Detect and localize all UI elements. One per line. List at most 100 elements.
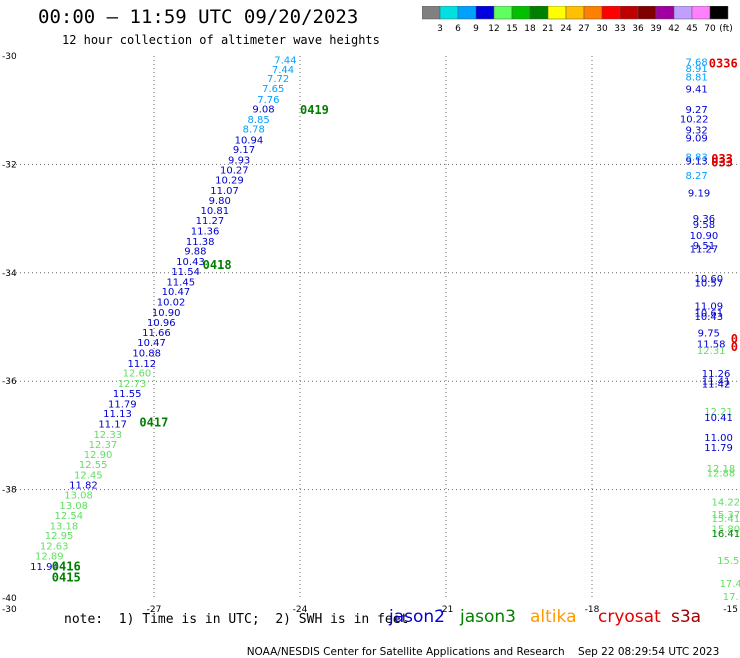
wave-height-point: 9.17 [233,145,255,156]
y-tick-label: -30 [2,52,17,62]
colorbar-tick-label: 42 [668,24,679,34]
wave-height-point: 11.79 [108,399,137,410]
wave-height-point: 12.63 [40,541,69,552]
wave-height-point: 11.42 [702,379,731,390]
y-tick-label: -40 [2,594,17,604]
colorbar-swatch [709,6,729,20]
y-tick-label: -34 [2,269,17,279]
wave-height-point: 12.54 [55,511,84,522]
wave-height-point: 10.47 [137,338,166,349]
wave-height-point: 10.57 [694,279,723,290]
chart-subtitle: 12 hour collection of altimeter wave hei… [62,33,380,47]
wave-height-point: 13.18 [50,521,79,532]
pass-number-label: 0419 [300,103,329,117]
wave-height-point: 9.19 [688,189,710,200]
x-tick-label: -24 [293,605,308,615]
x-tick-label: -15 [723,605,738,615]
wave-height-point: 12.95 [45,531,74,542]
wave-height-point: 15.80 [712,525,740,536]
wave-height-point: 8.27 [686,171,708,182]
wave-height-point: 12.18 [707,464,736,475]
wave-height-point: 8.85 [248,115,270,126]
wave-height-point: 10.27 [220,165,249,176]
pass-number-label: 0417 [139,415,168,429]
colorbar-tick-label: 39 [650,24,662,34]
wave-height-point: 9.88 [184,247,206,258]
wave-height-point: 12.60 [123,369,152,380]
colorbar-tick-label: 24 [560,24,572,34]
wave-height-point: 9.09 [686,133,708,144]
wave-height-point: 10.90 [690,231,719,242]
wave-height-point: 10.60 [694,274,723,285]
wave-height-point: 9.75 [698,328,720,339]
wave-height-point: 8.91 [686,64,708,75]
wave-height-point: 11.58 [697,339,726,350]
wave-height-point: 9.41 [686,85,708,96]
wave-height-point: 11.07 [210,186,239,197]
wave-height-point: 12.88 [707,468,736,479]
wave-height-point: 11.00 [704,433,733,444]
colorbar-tick-label: 27 [578,24,589,34]
colorbar-tick-label: 36 [632,24,644,34]
wave-height-point: 9.08 [252,105,274,116]
wave-height-point: 12.37 [89,440,118,451]
legend-jason3: jason3 [460,607,516,627]
wave-height-point: 12.73 [118,379,147,390]
pass-number-label: 0416 [52,559,81,573]
pass-number-label: 0 [731,340,738,354]
wave-height-point: 15.37 [712,510,740,521]
wave-height-point: 7.72 [267,74,289,85]
wave-height-point: 11.45 [166,277,195,288]
wave-height-point: 10.29 [215,176,244,187]
wave-height-point: 11.17 [98,419,127,430]
pass-number-label: 0 [731,332,738,346]
legend-altika: altika [530,607,577,627]
wave-height-point: 7.65 [262,84,284,95]
pass-number-label: 0336 [709,57,738,71]
wave-height-point: 9.13 [686,157,708,168]
wave-height-point: 17.4 [720,579,740,590]
wave-height-point: 12.33 [93,430,122,441]
wave-height-point: 9.58 [693,220,715,231]
wave-height-point: 10.41 [704,413,733,424]
wave-height-point: 7.44 [274,55,296,66]
wave-height-point: 10.43 [176,257,205,268]
wave-height-point: 11.26 [702,369,731,380]
wave-height-point: 10.02 [157,298,186,309]
wave-height-point: 11.12 [128,359,157,370]
wave-height-point: 10.88 [132,348,161,359]
chart-title: 00:00 — 11:59 UTC 09/20/2023 [38,6,359,28]
legend-s3a: s3a [671,607,702,627]
wave-height-point: 11.82 [69,481,98,492]
legend-jason2: jason2 [389,607,445,627]
wave-height-point: 12.21 [704,407,733,418]
colorbar-tick-label: 9 [473,24,479,34]
color-scale: 3 6 9 12 15 18 21 24 27 30 33 36 39 42 45 70 (ft) [422,6,733,34]
wave-height-point: 12.45 [74,470,103,481]
pass-number-label: 033 [711,156,733,170]
wave-height-point: 8.81 [686,73,708,84]
wave-height-point: 8.78 [243,125,265,136]
footnote: note: 1) Time is in UTC; 2) SWH is in fe… [64,612,409,627]
colorbar-tick-label: 12 [488,24,499,34]
credit-line: NOAA/NESDIS Center for Satellite Applica… [240,634,720,658]
wave-height-point: 9.93 [228,156,250,167]
colorbar-tick-label: 45 [686,24,697,34]
wave-height-point: 12.89 [35,552,64,563]
wave-height-point: 8.83 [686,152,708,163]
wave-height-point: 10.43 [694,312,723,323]
wave-height-point: 11.27 [196,216,225,227]
y-tick-label: -36 [2,377,17,387]
wave-height-point: 11.27 [690,244,719,255]
pass-number-label: 0415 [52,570,81,584]
colorbar-tick-label: 6 [455,24,461,34]
colorbar-tick-label: 18 [524,24,536,34]
y-tick-label: -38 [2,486,17,496]
wave-height-point: 11.66 [142,328,171,339]
colorbar-tick-label: (ft) [719,24,733,34]
generated-timestamp: Sep 22 08:29:54 UTC 2023 [578,646,720,658]
pass-number-label: 033 [711,152,733,166]
y-tick-label: -32 [2,160,17,170]
x-tick-label: -18 [585,605,600,615]
